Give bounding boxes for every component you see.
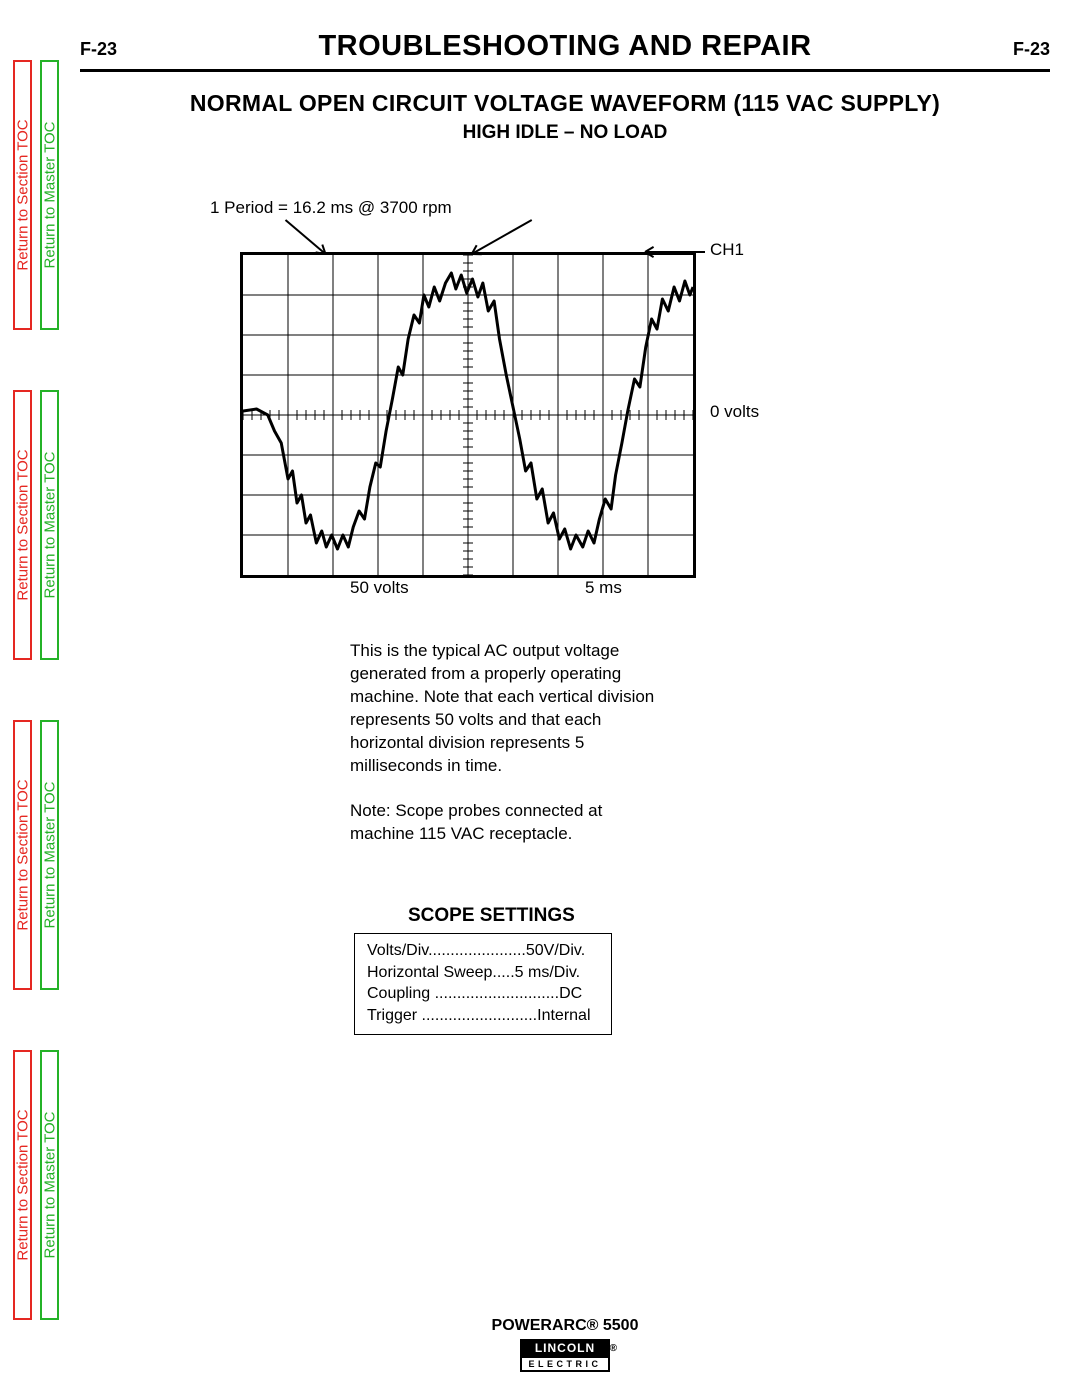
chart-x-scale-label: 5 ms bbox=[585, 578, 622, 598]
header-code-right: F-23 bbox=[960, 39, 1050, 60]
side-tab-master[interactable]: Return to Master TOC bbox=[40, 390, 59, 660]
description-paragraph: This is the typical AC output voltage ge… bbox=[350, 640, 660, 778]
side-tab-label: Return to Master TOC bbox=[41, 782, 58, 929]
scope-setting-row: Volts/Div......................50V/Div. bbox=[367, 940, 599, 962]
scope-setting-dots: .......................... bbox=[417, 1007, 537, 1024]
side-tab-master[interactable]: Return to Master TOC bbox=[40, 1050, 59, 1320]
header-title: TROUBLESHOOTING AND REPAIR bbox=[170, 30, 960, 63]
lincoln-logo: LINCOLN ® ELECTRIC bbox=[520, 1339, 610, 1372]
side-tab-master[interactable]: Return to Master TOC bbox=[40, 60, 59, 330]
page: Return to Section TOC Return to Master TO… bbox=[0, 0, 1080, 1397]
scope-setting-dots: ............................ bbox=[430, 985, 559, 1002]
logo-top: LINCOLN ® bbox=[520, 1339, 610, 1358]
side-tab-label: Return to Master TOC bbox=[41, 1112, 58, 1259]
scope-setting-dots: ...................... bbox=[428, 942, 526, 959]
chart-zero-label: 0 volts bbox=[710, 402, 759, 422]
side-tab-section[interactable]: Return to Section TOC bbox=[13, 720, 32, 990]
scope-setting-value: 5 ms/Div. bbox=[515, 964, 580, 981]
side-tab-section[interactable]: Return to Section TOC bbox=[13, 1050, 32, 1320]
side-tab-label: Return to Section TOC bbox=[14, 449, 31, 600]
scope-setting-key: Volts/Div bbox=[367, 942, 428, 959]
side-tab-master[interactable]: Return to Master TOC bbox=[40, 720, 59, 990]
page-subtitle: HIGH IDLE – NO LOAD bbox=[80, 122, 1050, 144]
chart-period-label: 1 Period = 16.2 ms @ 3700 rpm bbox=[210, 198, 452, 218]
side-tab-label: Return to Section TOC bbox=[14, 1109, 31, 1260]
footer-model: POWERARC® 5500 bbox=[80, 1317, 1050, 1335]
scope-setting-value: 50V/Div. bbox=[526, 942, 585, 959]
scope-setting-row: Horizontal Sweep.....5 ms/Div. bbox=[367, 962, 599, 984]
page-title: NORMAL OPEN CIRCUIT VOLTAGE WAVEFORM (11… bbox=[80, 90, 1050, 117]
scope-setting-key: Horizontal Sweep bbox=[367, 964, 492, 981]
chart-y-scale-label: 50 volts bbox=[350, 578, 409, 598]
header-code-left: F-23 bbox=[80, 39, 170, 60]
scope-settings-heading: SCOPE SETTINGS bbox=[408, 905, 575, 927]
scope-setting-key: Coupling bbox=[367, 985, 430, 1002]
side-tab-section[interactable]: Return to Section TOC bbox=[13, 60, 32, 330]
oscilloscope-chart: 50 volts 5 ms CH1 0 volts bbox=[240, 252, 694, 570]
scope-setting-row: Coupling ............................DC bbox=[367, 983, 599, 1005]
scope-setting-value: DC bbox=[559, 985, 582, 1002]
scope-setting-key: Trigger bbox=[367, 1007, 417, 1024]
scope-setting-dots: ..... bbox=[492, 964, 514, 981]
page-header: F-23 TROUBLESHOOTING AND REPAIR F-23 bbox=[80, 30, 1050, 72]
chart-arrows bbox=[200, 207, 210, 217]
chart-svg bbox=[243, 255, 693, 575]
chart-channel-label: CH1 bbox=[710, 240, 744, 260]
scope-setting-row: Trigger ..........................Intern… bbox=[367, 1005, 599, 1027]
scope-setting-value: Internal bbox=[537, 1007, 590, 1024]
side-tab-label: Return to Section TOC bbox=[14, 779, 31, 930]
registered-icon: ® bbox=[610, 1341, 618, 1356]
page-footer: POWERARC® 5500 LINCOLN ® ELECTRIC bbox=[80, 1317, 1050, 1372]
side-tab-section[interactable]: Return to Section TOC bbox=[13, 390, 32, 660]
scope-settings-box: Volts/Div......................50V/Div.H… bbox=[354, 933, 612, 1035]
logo-bottom-text: ELECTRIC bbox=[520, 1358, 610, 1372]
side-tab-label: Return to Master TOC bbox=[41, 452, 58, 599]
side-tab-label: Return to Section TOC bbox=[14, 119, 31, 270]
header-rule bbox=[80, 69, 1050, 72]
logo-top-text: LINCOLN bbox=[535, 1341, 595, 1355]
side-tab-label: Return to Master TOC bbox=[41, 122, 58, 269]
note-paragraph: Note: Scope probes connected at machine … bbox=[350, 800, 660, 846]
